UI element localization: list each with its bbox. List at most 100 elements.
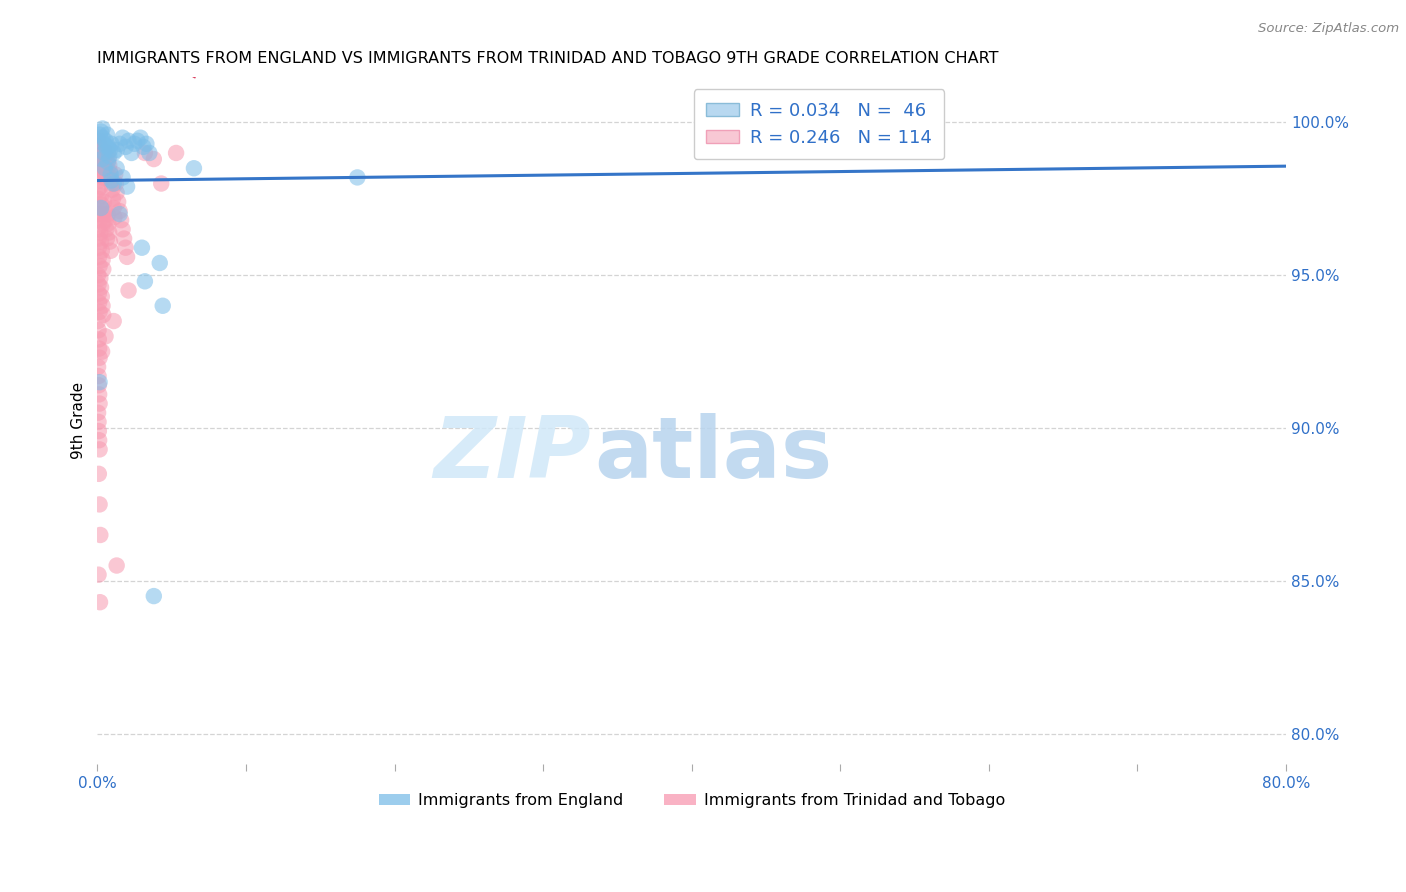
Point: [150, 177, 173, 191]
Point: [97, 140, 120, 154]
Point: [87, 424, 110, 438]
Point: [346, 170, 368, 185]
Point: [165, 145, 187, 160]
Point: [115, 179, 138, 194]
Point: [89, 497, 111, 511]
Y-axis label: 9th Grade: 9th Grade: [72, 382, 86, 458]
Point: [96, 161, 118, 176]
Point: [103, 210, 125, 224]
Point: [152, 299, 174, 313]
Point: [94, 155, 117, 169]
Point: [87, 378, 110, 392]
Point: [96, 222, 118, 236]
Point: [103, 201, 125, 215]
Point: [90, 290, 112, 304]
Point: [111, 130, 134, 145]
Point: [89, 342, 111, 356]
Point: [91, 216, 114, 230]
Point: [96, 167, 118, 181]
Point: [830, 130, 852, 145]
Point: [114, 140, 136, 154]
Point: [138, 145, 160, 160]
Point: [87, 155, 110, 169]
Point: [87, 567, 110, 582]
Point: [90, 198, 112, 212]
Point: [98, 164, 121, 178]
Point: [111, 222, 134, 236]
Point: [87, 268, 110, 283]
Point: [87, 161, 110, 176]
Point: [94, 213, 117, 227]
Legend: Immigrants from England, Immigrants from Trinidad and Tobago: Immigrants from England, Immigrants from…: [373, 787, 1011, 814]
Point: [89, 434, 111, 448]
Point: [87, 130, 110, 145]
Point: [96, 231, 118, 245]
Point: [94, 161, 117, 176]
Point: [105, 143, 128, 157]
Point: [87, 192, 110, 206]
Point: [90, 125, 112, 139]
Point: [131, 241, 153, 255]
Point: [112, 231, 135, 245]
Point: [104, 177, 127, 191]
Point: [91, 170, 114, 185]
Point: [91, 299, 114, 313]
Point: [90, 152, 112, 166]
Point: [89, 226, 111, 240]
Point: [134, 274, 156, 288]
Point: [97, 155, 120, 169]
Point: [90, 152, 112, 166]
Point: [90, 235, 112, 249]
Point: [89, 207, 111, 221]
Point: [89, 396, 111, 410]
Text: atlas: atlas: [595, 413, 832, 496]
Point: [108, 136, 131, 151]
Point: [89, 442, 111, 457]
Point: [89, 305, 111, 319]
Point: [89, 173, 111, 187]
Point: [91, 344, 114, 359]
Point: [89, 387, 111, 401]
Point: [100, 244, 122, 258]
Point: [183, 161, 205, 176]
Point: [87, 359, 110, 374]
Point: [89, 179, 111, 194]
Point: [149, 256, 172, 270]
Point: [89, 295, 111, 310]
Point: [90, 188, 112, 202]
Point: [87, 143, 110, 157]
Point: [91, 207, 114, 221]
Point: [89, 271, 111, 285]
Point: [108, 207, 131, 221]
Point: [87, 183, 110, 197]
Point: [89, 128, 111, 142]
Point: [97, 207, 120, 221]
Point: [91, 262, 114, 277]
Point: [89, 145, 111, 160]
Point: [89, 351, 111, 365]
Point: [101, 192, 124, 206]
Point: [97, 145, 120, 160]
Point: [87, 406, 110, 420]
Point: [105, 558, 128, 573]
Point: [107, 194, 129, 209]
Point: [100, 170, 122, 185]
Point: [87, 136, 110, 151]
Point: [89, 259, 111, 273]
Point: [108, 204, 131, 219]
Point: [124, 136, 146, 151]
Point: [91, 308, 114, 322]
Point: [98, 235, 121, 249]
Point: [90, 280, 112, 294]
Point: [87, 467, 110, 481]
Point: [89, 528, 111, 542]
Point: [94, 134, 117, 148]
Point: [89, 134, 111, 148]
Point: [96, 128, 118, 142]
Text: IMMIGRANTS FROM ENGLAND VS IMMIGRANTS FROM TRINIDAD AND TOBAGO 9TH GRADE CORRELA: IMMIGRANTS FROM ENGLAND VS IMMIGRANTS FR…: [97, 51, 998, 66]
Point: [105, 161, 128, 176]
Point: [98, 226, 121, 240]
Point: [91, 121, 114, 136]
Point: [100, 167, 122, 181]
Point: [89, 167, 111, 181]
